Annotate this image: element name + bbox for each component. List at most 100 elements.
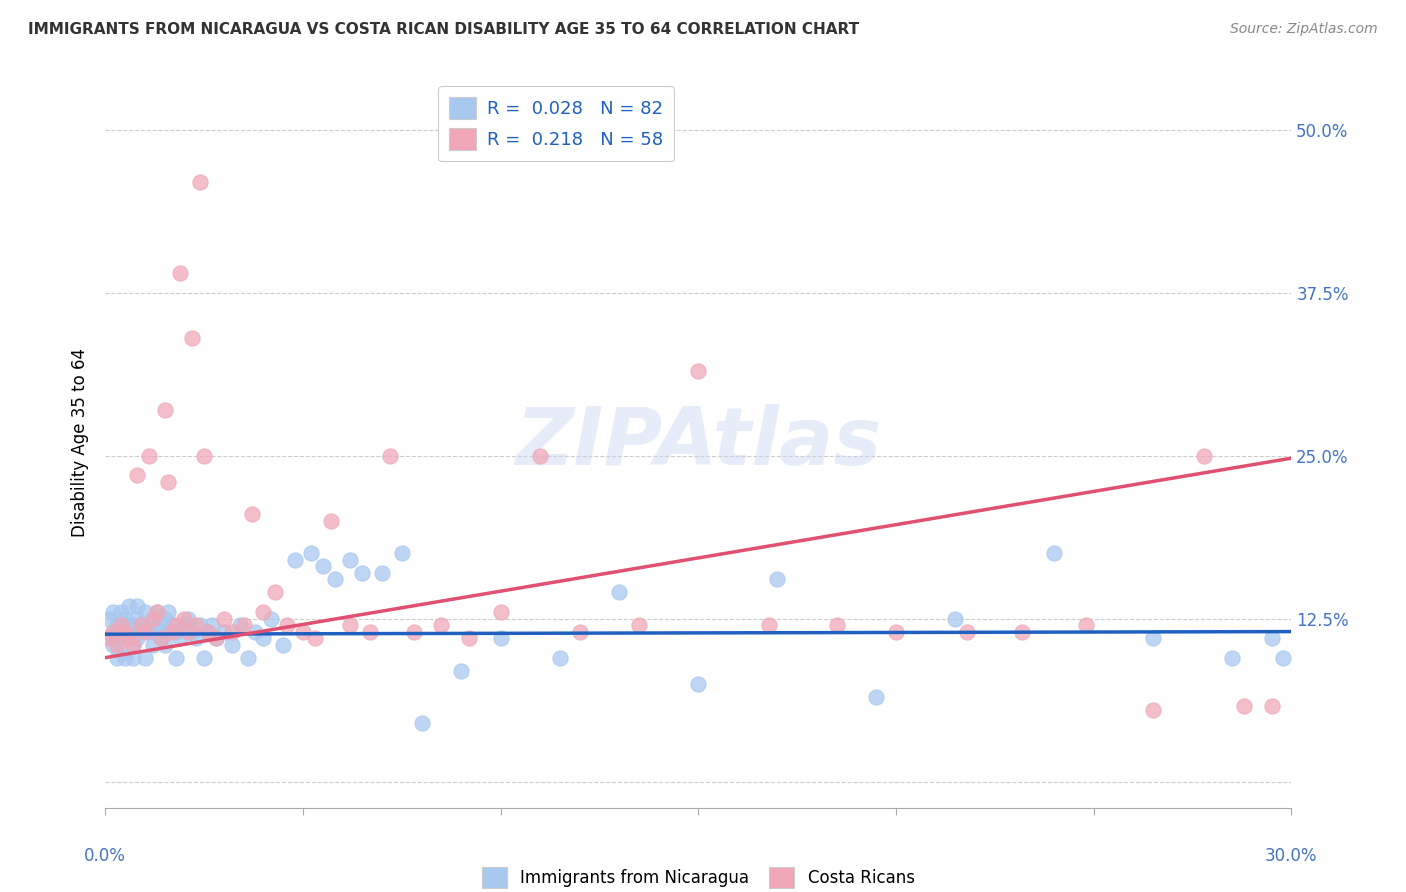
Point <box>411 715 433 730</box>
Text: ZIPAtlas: ZIPAtlas <box>515 403 882 482</box>
Point <box>548 650 571 665</box>
Point <box>568 624 591 639</box>
Point <box>865 690 887 704</box>
Point <box>304 631 326 645</box>
Point <box>125 611 148 625</box>
Point <box>607 585 630 599</box>
Point <box>173 618 195 632</box>
Point <box>193 449 215 463</box>
Point <box>118 631 141 645</box>
Point <box>1233 698 1256 713</box>
Point <box>291 624 314 639</box>
Point <box>149 631 172 645</box>
Point <box>1142 703 1164 717</box>
Legend: Immigrants from Nicaragua, Costa Ricans: Immigrants from Nicaragua, Costa Ricans <box>475 861 921 892</box>
Point <box>157 475 180 489</box>
Point <box>101 638 124 652</box>
Point <box>114 611 136 625</box>
Point <box>118 599 141 613</box>
Point <box>105 650 128 665</box>
Point <box>825 618 848 632</box>
Point <box>169 266 191 280</box>
Point <box>129 618 152 632</box>
Point <box>129 618 152 632</box>
Point <box>98 631 121 645</box>
Point <box>105 638 128 652</box>
Point <box>276 618 298 632</box>
Point <box>284 553 307 567</box>
Text: IMMIGRANTS FROM NICARAGUA VS COSTA RICAN DISABILITY AGE 35 TO 64 CORRELATION CHA: IMMIGRANTS FROM NICARAGUA VS COSTA RICAN… <box>28 22 859 37</box>
Point <box>165 650 187 665</box>
Point <box>956 624 979 639</box>
Point <box>105 631 128 645</box>
Point <box>758 618 780 632</box>
Point <box>205 631 228 645</box>
Point <box>101 605 124 619</box>
Point <box>186 618 208 632</box>
Point <box>236 650 259 665</box>
Point <box>221 638 243 652</box>
Point <box>138 618 160 632</box>
Point <box>118 631 141 645</box>
Point <box>110 618 132 632</box>
Point <box>114 624 136 639</box>
Point <box>205 631 228 645</box>
Point <box>129 624 152 639</box>
Point <box>142 638 165 652</box>
Point <box>153 403 176 417</box>
Text: 0.0%: 0.0% <box>84 847 127 865</box>
Point <box>149 618 172 632</box>
Text: Source: ZipAtlas.com: Source: ZipAtlas.com <box>1230 22 1378 37</box>
Point <box>489 605 512 619</box>
Point <box>145 605 167 619</box>
Point <box>264 585 287 599</box>
Point <box>145 605 167 619</box>
Point <box>240 508 263 522</box>
Point <box>134 650 156 665</box>
Point <box>188 618 211 632</box>
Point <box>142 611 165 625</box>
Point <box>1272 650 1295 665</box>
Point <box>688 677 710 691</box>
Point <box>371 566 394 580</box>
Point <box>153 611 176 625</box>
Point <box>114 650 136 665</box>
Point <box>252 605 274 619</box>
Point <box>884 624 907 639</box>
Point <box>188 175 211 189</box>
Point <box>142 611 165 625</box>
Point <box>181 624 204 639</box>
Point <box>1220 650 1243 665</box>
Point <box>430 618 453 632</box>
Point <box>138 449 160 463</box>
Point <box>169 631 191 645</box>
Point <box>118 618 141 632</box>
Point <box>1194 449 1216 463</box>
Point <box>339 618 361 632</box>
Point <box>114 624 136 639</box>
Point <box>212 624 235 639</box>
Point <box>260 611 283 625</box>
Point <box>1011 624 1033 639</box>
Point <box>110 624 132 639</box>
Point <box>181 331 204 345</box>
Point <box>319 514 342 528</box>
Point <box>122 650 145 665</box>
Point <box>688 364 710 378</box>
Point <box>359 624 381 639</box>
Point <box>125 631 148 645</box>
Point <box>245 624 267 639</box>
Point <box>165 624 187 639</box>
Point <box>766 573 789 587</box>
Point <box>489 631 512 645</box>
Point <box>165 618 187 632</box>
Point <box>162 624 184 639</box>
Point <box>101 624 124 639</box>
Point <box>212 611 235 625</box>
Point <box>252 631 274 645</box>
Point <box>339 553 361 567</box>
Point <box>197 624 219 639</box>
Point <box>402 624 425 639</box>
Point <box>201 618 224 632</box>
Point <box>450 664 472 678</box>
